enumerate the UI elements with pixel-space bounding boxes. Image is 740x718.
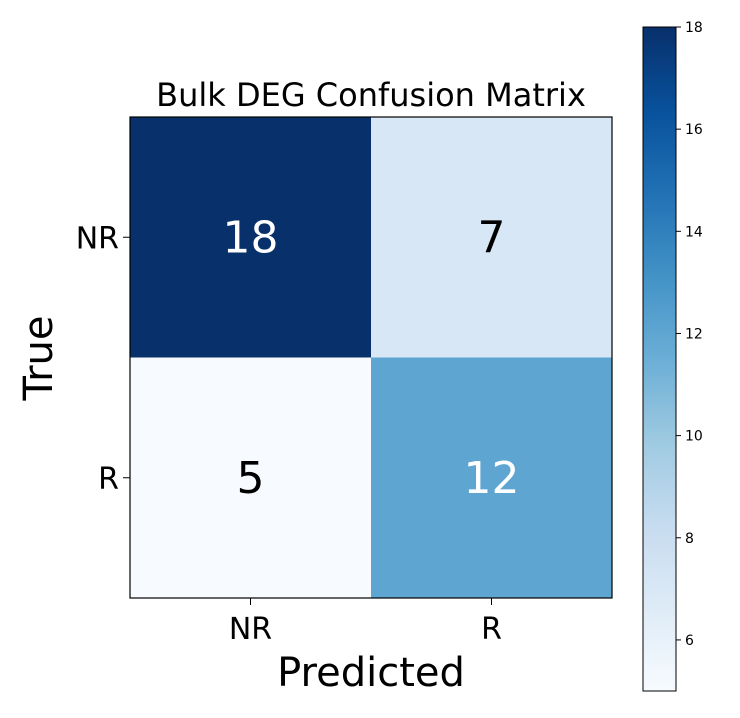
colorbar-tick-label: 6 — [685, 633, 694, 649]
colorbar — [642, 26, 677, 692]
x-axis-ticks: NR R — [229, 598, 502, 647]
y-tick-label: R — [98, 462, 119, 497]
chart-title: Bulk DEG Confusion Matrix — [156, 76, 586, 114]
x-axis-label: Predicted — [277, 650, 465, 696]
heatmap-cell — [371, 117, 612, 358]
x-tick-label: R — [481, 612, 502, 647]
heatmap-cell — [130, 357, 371, 598]
heatmap-cell — [130, 117, 371, 358]
y-tick-label: NR — [76, 221, 119, 256]
plot-frame — [129, 116, 613, 599]
heatmap-cell-labels: 18 7 5 12 — [223, 212, 520, 504]
heatmap-cells — [130, 117, 612, 598]
colorbar-tick-label: 12 — [685, 326, 703, 342]
colorbar-tick-label: 18 — [685, 20, 703, 36]
cell-value-label: 5 — [237, 453, 265, 504]
x-tick-label: NR — [229, 612, 272, 647]
cell-value-label: 12 — [464, 453, 520, 504]
colorbar-tick-label: 8 — [685, 531, 694, 547]
colorbar-tick-label: 10 — [685, 429, 703, 445]
heatmap-cell — [371, 357, 612, 598]
colorbar-tick-label: 14 — [685, 224, 703, 240]
colorbar-ticks: 6 8 10 12 14 16 18 — [676, 20, 703, 649]
y-axis-label: True — [16, 316, 62, 402]
y-axis-ticks: NR R — [76, 221, 130, 497]
cell-value-label: 7 — [478, 212, 506, 263]
colorbar-tick-label: 16 — [685, 122, 703, 138]
cell-value-label: 18 — [223, 212, 279, 263]
